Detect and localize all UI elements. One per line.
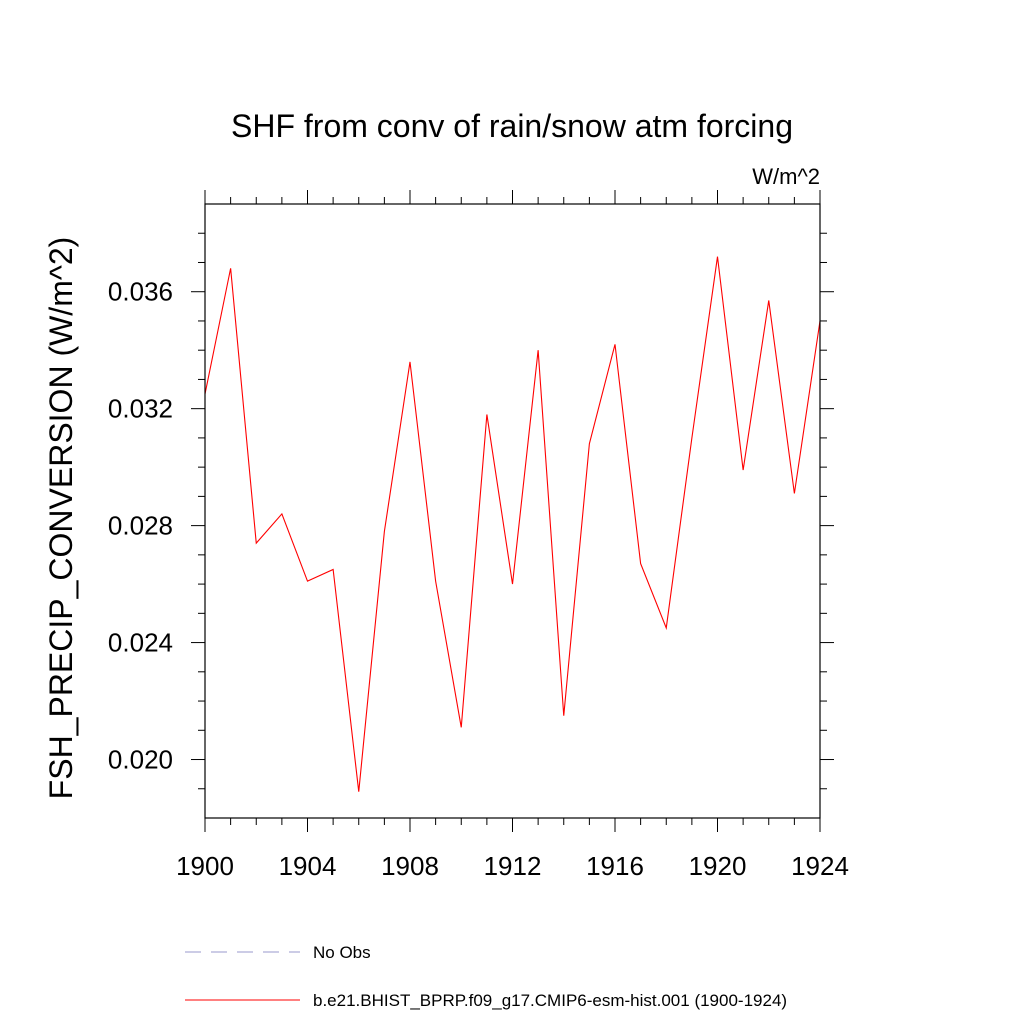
series-group <box>204 256 821 792</box>
x-tick-label: 1916 <box>586 851 644 881</box>
x-tick-label: 1924 <box>791 851 849 881</box>
x-tick-label: 1912 <box>484 851 542 881</box>
legend-label-no-obs: No Obs <box>313 943 371 962</box>
y-tick-label: 0.024 <box>108 628 173 658</box>
y-tick-label: 0.028 <box>108 511 173 541</box>
y-axis-label: FSH_PRECIP_CONVERSION (W/m^2) <box>43 237 79 800</box>
x-tick-labels: 1900 1904 1908 1912 1916 1920 1924 <box>176 851 849 881</box>
y-tick-label: 0.036 <box>108 277 173 307</box>
x-tick-label: 1900 <box>176 851 234 881</box>
y-tick-labels: 0.020 0.024 0.028 0.032 0.036 <box>108 277 173 775</box>
series-line-0 <box>204 256 821 792</box>
y-tick-label: 0.020 <box>108 745 173 775</box>
y-tick-label: 0.032 <box>108 394 173 424</box>
x-tick-label: 1908 <box>381 851 439 881</box>
plot-frame <box>204 203 821 819</box>
axis-ticks <box>191 190 834 832</box>
units-label: W/m^2 <box>752 164 820 189</box>
chart-title: SHF from conv of rain/snow atm forcing <box>231 108 793 144</box>
legend-label-model: b.e21.BHIST_BPRP.f09_g17.CMIP6-esm-hist.… <box>313 991 787 1010</box>
x-tick-label: 1904 <box>279 851 337 881</box>
x-tick-label: 1920 <box>689 851 747 881</box>
